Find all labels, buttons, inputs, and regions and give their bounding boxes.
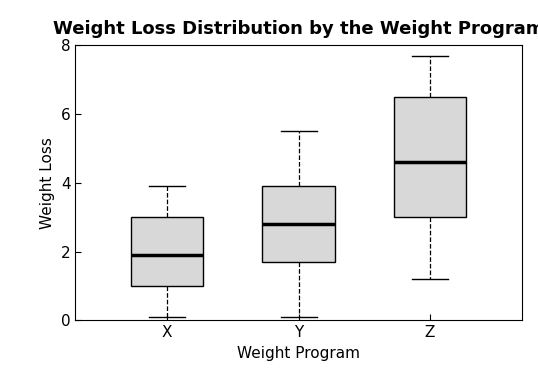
- PathPatch shape: [263, 186, 335, 262]
- Y-axis label: Weight Loss: Weight Loss: [40, 137, 55, 229]
- Title: Weight Loss Distribution by the Weight Program: Weight Loss Distribution by the Weight P…: [53, 20, 538, 38]
- PathPatch shape: [131, 217, 203, 286]
- PathPatch shape: [394, 97, 466, 217]
- X-axis label: Weight Program: Weight Program: [237, 346, 360, 361]
